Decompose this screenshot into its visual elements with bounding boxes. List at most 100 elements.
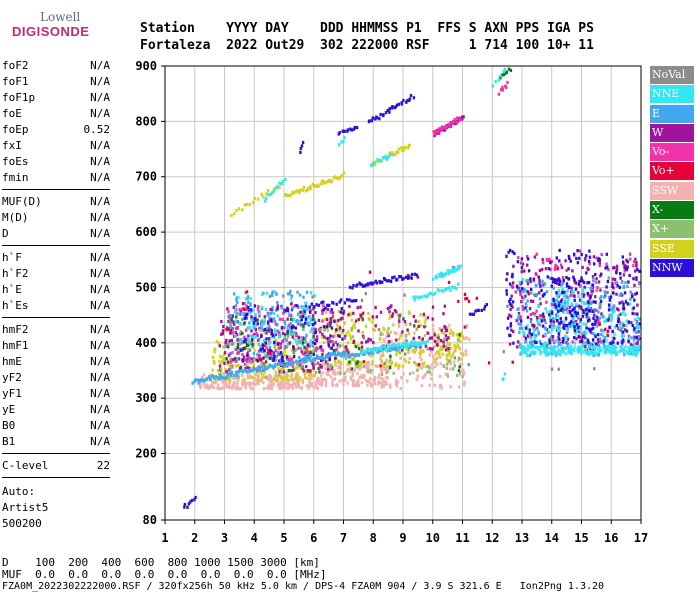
echo-point [428, 353, 432, 357]
echo-point [580, 338, 584, 342]
echo-point [257, 370, 260, 374]
echo-point [282, 294, 285, 298]
echo-point [552, 286, 555, 290]
echo-point [329, 324, 332, 328]
echo-point [624, 349, 628, 353]
echo-point [395, 384, 398, 388]
echo-point [267, 339, 271, 343]
echo-point [260, 365, 264, 369]
echo-point [606, 333, 609, 338]
echo-point [449, 328, 452, 332]
echo-point [279, 362, 282, 366]
echo-point [552, 351, 555, 355]
echo-point [308, 305, 312, 309]
echo-point [606, 329, 610, 333]
echo-point [582, 349, 586, 353]
echo-point [267, 386, 270, 390]
echo-point [339, 326, 342, 330]
echo-point [622, 305, 625, 309]
echo-point [297, 346, 300, 350]
echo-point [579, 320, 582, 324]
echo-point [373, 382, 377, 386]
echo-point [343, 336, 346, 340]
echo-point [388, 340, 391, 344]
echo-point [326, 303, 329, 307]
echo-point [241, 317, 244, 321]
echo-point [510, 274, 514, 278]
x-tick-label: 14 [545, 531, 559, 545]
echo-point [599, 349, 603, 353]
echo-point [314, 327, 317, 331]
echo-point [251, 324, 255, 328]
echo-point [587, 301, 590, 305]
echo-point [360, 373, 363, 378]
echo-point [378, 373, 381, 377]
echo-point [440, 339, 443, 343]
echo-point [603, 349, 606, 353]
echo-point [313, 342, 317, 346]
echo-point [353, 125, 356, 130]
y-tick-label: 500 [135, 280, 157, 294]
echo-point [379, 338, 382, 342]
echo-point [584, 333, 587, 337]
echo-point [627, 340, 630, 344]
echo-point [577, 306, 581, 311]
echo-point [591, 343, 594, 347]
echo-point [426, 370, 429, 374]
echo-point [430, 363, 434, 367]
echo-point [243, 362, 247, 366]
echo-point [566, 337, 570, 341]
echo-point [544, 321, 547, 325]
echo-point [339, 361, 342, 365]
echo-point [570, 352, 573, 356]
echo-point [585, 271, 588, 275]
echo-point [593, 322, 596, 326]
echo-point [447, 359, 450, 364]
echo-point [304, 317, 308, 321]
echo-point [267, 348, 270, 352]
echo-point [571, 308, 575, 312]
echo-point [577, 325, 580, 330]
echo-point [331, 383, 334, 387]
echo-point [509, 302, 512, 306]
echo-point [483, 307, 486, 311]
echo-point [279, 375, 282, 380]
echo-point [277, 352, 280, 356]
echo-point [266, 386, 269, 390]
echo-point [299, 188, 302, 192]
echo-point [578, 304, 581, 308]
echo-point [355, 361, 358, 366]
echo-point [433, 357, 436, 361]
echo-point [395, 332, 398, 336]
echo-point [471, 312, 474, 316]
echo-point [445, 357, 449, 361]
echo-point [577, 335, 580, 339]
echo-point [535, 309, 538, 313]
echo-point [565, 275, 568, 280]
echo-point [309, 339, 312, 343]
echo-point [522, 290, 525, 294]
echo-point [256, 322, 259, 326]
echo-point [357, 347, 361, 351]
echo-point [506, 272, 509, 276]
echo-point [557, 326, 560, 330]
echo-point [229, 360, 233, 364]
echo-point [442, 340, 445, 344]
echo-point [412, 295, 415, 299]
echo-point [381, 332, 385, 336]
echo-point [622, 273, 626, 277]
echo-point [384, 111, 388, 115]
echo-point [277, 366, 280, 371]
param-name: B0 [2, 419, 16, 432]
echo-point [446, 372, 449, 376]
echo-point [586, 338, 590, 342]
echo-point [271, 305, 274, 310]
echo-point [268, 346, 272, 350]
echo-point [274, 322, 277, 326]
axes: 1 2 3 4 5 6 7 8 9 10 11 12 13 14 15 16 17802003004005006… [135, 59, 648, 545]
echo-point [248, 326, 252, 330]
echo-point [637, 334, 640, 339]
echo-point [589, 287, 592, 291]
echo-point [632, 350, 635, 354]
echo-point [480, 308, 483, 312]
